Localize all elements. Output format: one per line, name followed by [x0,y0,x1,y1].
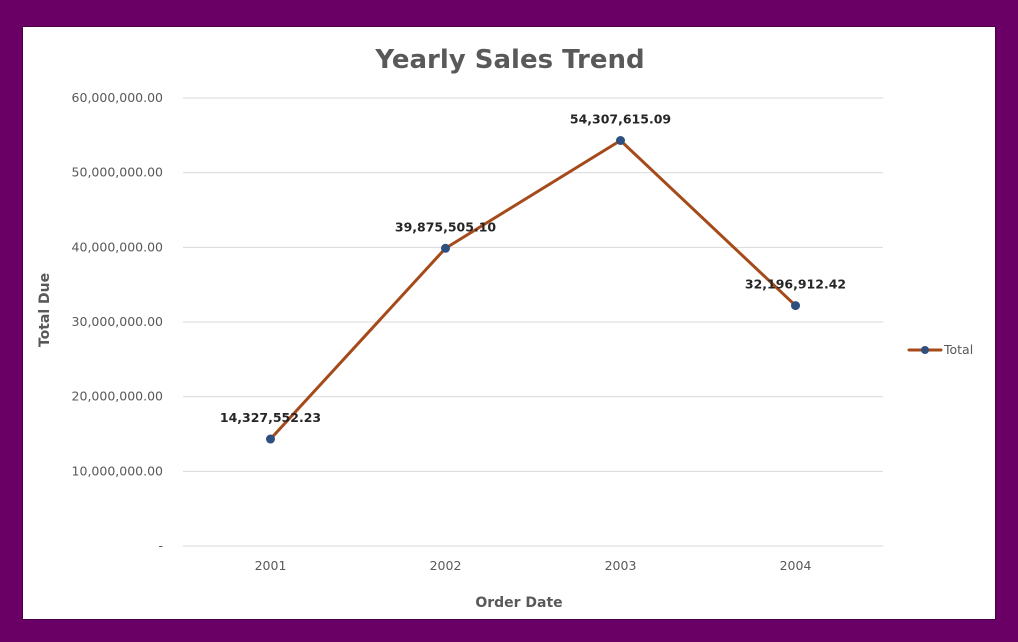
data-label: 14,327,552.23 [220,410,321,425]
y-tick-label: 10,000,000.00 [72,463,163,478]
y-tick-label: 40,000,000.00 [72,239,163,254]
data-point [616,136,625,146]
y-tick-label: 50,000,000.00 [72,165,163,180]
y-tick-label: 20,000,000.00 [72,389,163,404]
y-axis-title: Total Due [37,273,53,347]
x-axis-ticks: 2001 2002 2003 2004 [255,558,812,573]
x-axis-title: Order Date [475,595,562,611]
series-line [269,139,797,441]
x-tick-label: 2002 [430,558,462,573]
x-tick-label: 2003 [605,558,637,573]
legend-marker-swatch [921,346,929,354]
data-label: 32,196,912.42 [745,277,846,292]
line-chart: Yearly Sales Trend - 10,000,000.00 20,000,… [37,45,973,611]
x-tick-label: 2004 [780,558,812,573]
data-point [791,301,800,311]
y-axis-ticks: - 10,000,000.00 20,000,000.00 30,000,000.00… [72,90,163,553]
y-tick-label: 60,000,000.00 [72,90,163,105]
series-total [266,136,800,444]
legend-label-total: Total [943,342,973,357]
data-point [266,434,275,444]
chart-container: Yearly Sales Trend - 10,000,000.00 20,000,… [22,26,996,620]
y-tick-label: 30,000,000.00 [72,314,163,329]
data-labels: 14,327,552.23 39,875,505.10 54,307,615.09 3… [220,112,846,426]
x-tick-label: 2001 [255,558,287,573]
data-label: 54,307,615.09 [570,112,671,127]
data-label: 39,875,505.10 [395,219,497,234]
data-point [441,243,450,253]
gridlines [183,97,883,547]
y-tick-label: - [158,538,163,553]
chart-title: Yearly Sales Trend [374,45,644,75]
legend: Total [907,342,973,357]
